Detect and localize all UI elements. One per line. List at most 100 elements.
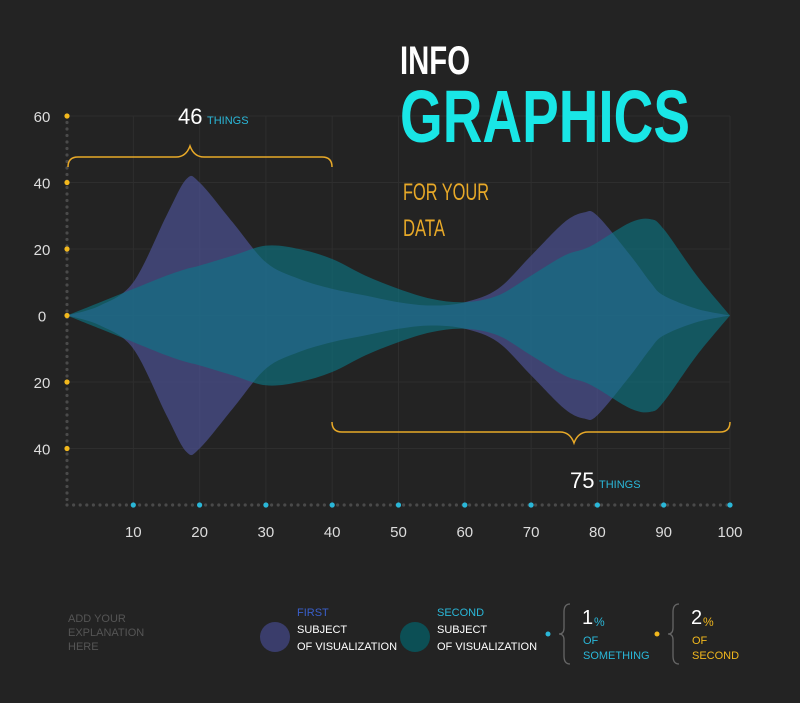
x-tick-label: 60	[456, 524, 473, 541]
axis-dot	[65, 452, 69, 456]
axis-dot	[65, 218, 69, 222]
axis-dot	[481, 503, 485, 507]
axis-dot	[633, 503, 637, 507]
axis-dot	[679, 503, 683, 507]
axis-dot	[91, 503, 95, 507]
axis-dot	[124, 503, 128, 507]
annotation-number: 46	[178, 104, 202, 129]
legend-description: SUBJECT	[297, 624, 347, 636]
stat-text: SECOND	[692, 650, 739, 662]
legend-name: SECOND	[437, 607, 484, 619]
x-tick-label: 100	[717, 524, 742, 541]
axis-dot	[448, 503, 452, 507]
y-tick-dot	[64, 445, 70, 452]
axis-dot	[171, 503, 175, 507]
axis-dot	[190, 503, 194, 507]
legend-swatch	[400, 622, 430, 652]
axis-dot	[560, 503, 564, 507]
axis-dot	[65, 185, 69, 190]
axis-dot	[692, 503, 696, 507]
x-tick-dot	[329, 502, 335, 508]
axis-dot	[65, 322, 69, 326]
y-tick-label: 0	[38, 308, 46, 325]
axis-dot	[65, 367, 69, 372]
axis-dot	[336, 503, 340, 507]
y-tick-dot	[64, 379, 70, 385]
axis-dot	[276, 503, 280, 507]
axis-dot	[65, 354, 69, 359]
axis-dot	[699, 503, 703, 507]
axis-dot	[626, 503, 630, 507]
axis-dot	[355, 503, 359, 507]
axis-dot	[580, 503, 584, 507]
axis-dot	[718, 503, 723, 507]
axis-dot	[65, 237, 69, 242]
axis-dot	[65, 296, 69, 300]
axis-dot	[685, 503, 690, 507]
axis-dot	[705, 503, 709, 507]
axis-dot	[65, 458, 69, 463]
axis-dot	[435, 503, 439, 507]
axis-dot	[421, 503, 425, 507]
axis-dot	[65, 283, 69, 287]
note: HERE	[68, 641, 99, 653]
axis-dot	[619, 503, 624, 507]
axis-dot	[65, 231, 69, 235]
areas	[67, 175, 730, 456]
brace	[67, 143, 333, 168]
axis-dot	[65, 309, 69, 313]
axis-dot	[639, 503, 643, 507]
axis-dot	[520, 503, 525, 507]
y-tick-dot	[64, 246, 70, 252]
axis-dot	[474, 503, 478, 507]
x-tick-dot	[263, 502, 269, 508]
axis-dot	[65, 211, 69, 216]
axis-dot	[441, 503, 445, 507]
x-tick-label: 90	[655, 524, 672, 541]
axis-dot	[164, 503, 168, 507]
axis-dot	[256, 503, 260, 507]
axis-dot	[65, 432, 69, 437]
axis-dot	[567, 503, 571, 507]
tagline: FOR YOUR	[403, 179, 489, 206]
legend-description: OF VISUALIZATION	[297, 641, 397, 653]
stat-unit: %	[703, 615, 714, 629]
axis-dot	[349, 503, 353, 507]
stat-number: 2	[691, 607, 702, 629]
x-tick-label: 10	[125, 524, 142, 541]
axis-dot	[78, 503, 82, 507]
axis-dot	[65, 166, 69, 170]
axis-dot	[712, 503, 716, 507]
axis-dot	[65, 257, 69, 261]
title: INFO	[400, 39, 470, 83]
y-tick-label: 20	[34, 242, 51, 259]
y-tick-label: 40	[34, 175, 51, 192]
axis-dot	[65, 335, 69, 339]
axis-dot	[144, 503, 148, 507]
axis-dot	[65, 426, 69, 430]
stat-unit: %	[594, 615, 605, 629]
x-tick-label: 70	[523, 524, 540, 541]
axis-dot	[613, 503, 617, 507]
axis-dot	[65, 172, 69, 177]
axis-dot	[65, 471, 69, 476]
x-tick-dot	[462, 502, 468, 508]
axis-dot	[666, 503, 670, 507]
x-tick-dot	[727, 502, 733, 508]
area	[67, 315, 730, 413]
axis-dot	[586, 503, 591, 507]
axis-dot	[454, 503, 458, 507]
axis-dot	[382, 503, 386, 507]
axis-dot	[296, 503, 300, 507]
axis-dot	[65, 120, 69, 125]
axis-dot	[65, 302, 69, 307]
axis-dot	[250, 503, 254, 507]
axis-dot	[65, 491, 69, 495]
x-tick-label: 50	[390, 524, 407, 541]
axis-dot	[316, 503, 320, 507]
tagline: DATA	[403, 215, 445, 242]
axis-dot	[309, 503, 313, 507]
x-tick-label: 40	[324, 524, 341, 541]
stats: 1 % OF SOMETHING 2 % OF SECOND	[545, 603, 739, 665]
y-tick-label: 40	[34, 441, 51, 458]
